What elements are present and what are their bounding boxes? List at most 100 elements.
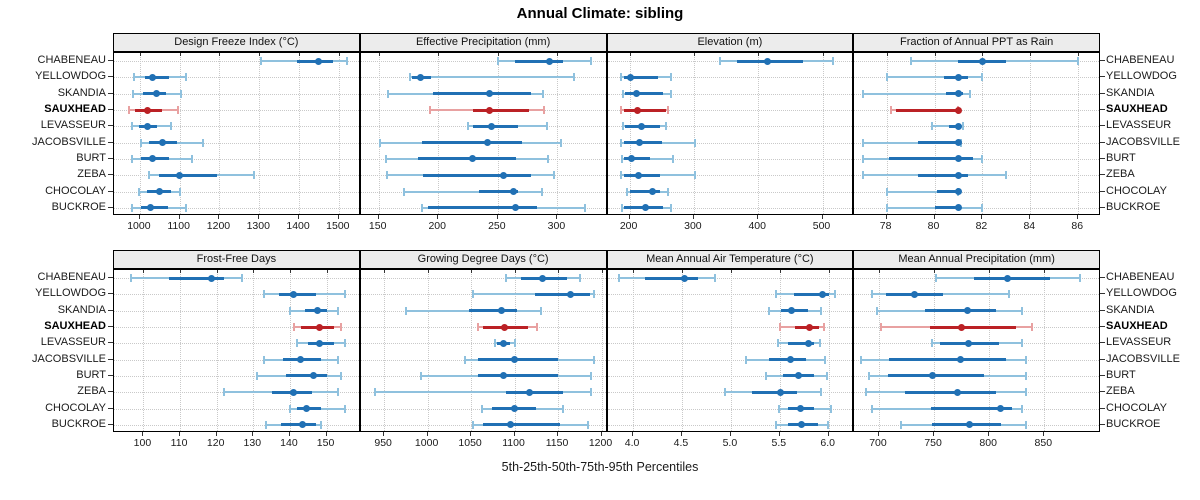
whisker-cap-low — [778, 323, 781, 332]
whisker-cap-low — [263, 290, 266, 299]
whisker-cap-high — [981, 203, 984, 212]
strip-title: Elevation (m) — [697, 36, 763, 48]
station-tick-right — [1100, 326, 1105, 328]
strip-mean-annual-air-temperature-c: Mean Annual Air Temperature (°C) — [606, 250, 854, 269]
whisker-cap-low — [861, 171, 864, 180]
gridline-horizontal — [114, 110, 359, 112]
whisker-cap-high — [981, 154, 984, 163]
axis-tick-label: 4.0 — [624, 437, 640, 449]
interquartile-bar — [534, 292, 591, 296]
whisker-cap-low — [885, 73, 888, 82]
whisker-cap-high — [969, 89, 972, 98]
whisker-cap-high — [831, 57, 834, 66]
interquartile-bar — [286, 374, 327, 378]
whisker-cap-high — [514, 339, 517, 348]
gridline-horizontal — [114, 61, 359, 63]
percentile-whisker — [862, 141, 961, 144]
gridline-vertical — [289, 270, 291, 431]
whisker-cap-high — [819, 388, 822, 397]
gridline-vertical — [179, 53, 181, 214]
gridline-horizontal — [607, 77, 853, 79]
median-dot — [149, 155, 157, 163]
axis-tick-label: 1000 — [127, 220, 151, 232]
gridline-vertical — [427, 270, 429, 431]
interquartile-bar — [145, 75, 169, 79]
interquartile-bar — [141, 206, 168, 210]
axis-tick-label: 700 — [869, 437, 887, 449]
station-tick-right — [1100, 174, 1105, 176]
median-dot — [310, 372, 318, 380]
gridline-horizontal — [360, 61, 606, 63]
gridline-horizontal — [114, 408, 359, 410]
median-dot — [638, 122, 646, 130]
median-dot — [797, 421, 805, 429]
whisker-cap-low — [384, 154, 387, 163]
percentile-whisker — [886, 76, 983, 79]
whisker-cap-low — [621, 122, 624, 131]
station-label-right-burt: BURT — [1106, 151, 1136, 164]
axis-tick-label: 300 — [684, 220, 702, 232]
median-dot — [963, 307, 971, 315]
whisker-cap-high — [1078, 274, 1081, 283]
strip-design-freeze-index-c: Design Freeze Index (°C) — [113, 33, 360, 52]
median-dot — [633, 90, 641, 98]
whisker-cap-low — [296, 339, 299, 348]
whisker-cap-low — [890, 106, 893, 115]
whisker-cap-high — [343, 339, 346, 348]
percentile-whisker — [932, 125, 964, 128]
station-tick-left — [108, 109, 113, 111]
median-dot — [954, 171, 962, 179]
whisker-cap-low — [138, 187, 141, 196]
interquartile-bar — [936, 190, 959, 194]
strip-title: Mean Annual Air Temperature (°C) — [646, 253, 814, 265]
whisker-cap-low — [386, 171, 388, 180]
strip-title: Fraction of Annual PPT as Rain — [899, 36, 1054, 48]
axis-tick-label: 200 — [619, 220, 638, 232]
whisker-cap-high — [587, 420, 590, 429]
axis-tick-top — [299, 53, 301, 56]
interquartile-bar — [623, 173, 661, 177]
whisker-cap-high — [669, 73, 672, 82]
axis-tick-label: 150 — [316, 437, 335, 449]
station-tick-right — [1100, 374, 1105, 376]
whisker-cap-high — [590, 371, 593, 380]
station-label-right-levasseur: LEVASSEUR — [1106, 336, 1172, 349]
median-dot — [315, 339, 323, 347]
station-tick-right — [1100, 157, 1105, 159]
station-label-left-jacobsville: JACOBSVILLE — [32, 352, 106, 365]
gridline-vertical — [299, 53, 301, 214]
axis-tick-label: 82 — [975, 220, 988, 232]
axis-tick-label: 1100 — [502, 437, 525, 449]
station-label-left-yellowdog: YELLOWDOG — [35, 70, 106, 83]
median-dot — [777, 388, 785, 396]
gridline-vertical — [629, 53, 631, 214]
axis-tick-top — [601, 270, 603, 273]
median-dot — [155, 188, 163, 196]
axis-tick — [437, 215, 439, 219]
station-tick-right — [1100, 309, 1105, 311]
axis-tick — [1077, 215, 1079, 219]
whisker-cap-high — [694, 171, 697, 180]
whisker-cap-low — [871, 404, 874, 413]
axis-tick-label: 6.0 — [820, 437, 835, 449]
whisker-cap-high — [185, 73, 188, 82]
axis-tick-top — [1078, 53, 1080, 56]
whisker-cap-low — [131, 122, 134, 131]
whisker-cap-low — [868, 371, 871, 380]
whisker-cap-high — [536, 323, 539, 332]
station-tick-left — [108, 190, 113, 192]
whisker-cap-high — [201, 138, 204, 147]
whisker-cap-low — [402, 187, 405, 196]
interquartile-bar — [169, 276, 224, 280]
gridline-vertical — [828, 270, 830, 431]
whisker-cap-low — [620, 138, 623, 147]
panel-mean-annual-precipitation-mm — [853, 269, 1100, 432]
axis-tick-top — [180, 270, 182, 273]
axis-tick-top — [378, 53, 380, 56]
whisker-cap-high — [822, 323, 825, 332]
whisker-cap-low — [408, 73, 411, 82]
whisker-cap-high — [833, 290, 836, 299]
axis-tick-label: 400 — [748, 220, 766, 232]
station-tick-left — [108, 342, 113, 344]
